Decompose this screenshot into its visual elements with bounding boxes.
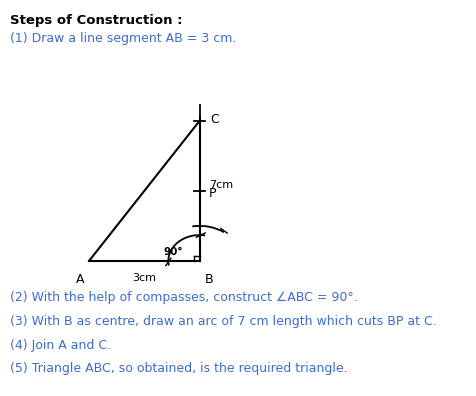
Text: (3) With B as centre, draw an arc of 7 cm length which cuts BP at C.: (3) With B as centre, draw an arc of 7 c…	[10, 315, 436, 328]
Text: 7cm: 7cm	[209, 180, 233, 190]
Text: C: C	[210, 113, 219, 126]
Text: (5) Triangle ABC, so obtained, is the required triangle.: (5) Triangle ABC, so obtained, is the re…	[10, 362, 347, 375]
Text: B: B	[205, 272, 213, 286]
Text: 3cm: 3cm	[132, 272, 156, 283]
Text: 90°: 90°	[163, 248, 183, 257]
Text: A: A	[76, 272, 84, 286]
Text: P: P	[209, 187, 217, 200]
Text: Steps of Construction :: Steps of Construction :	[10, 14, 182, 27]
Text: (4) Join A and C.: (4) Join A and C.	[10, 339, 110, 352]
Text: (2) With the help of compasses, construct ∠ABC = 90°.: (2) With the help of compasses, construc…	[10, 291, 357, 304]
Text: (1) Draw a line segment AB = 3 cm.: (1) Draw a line segment AB = 3 cm.	[10, 32, 236, 45]
